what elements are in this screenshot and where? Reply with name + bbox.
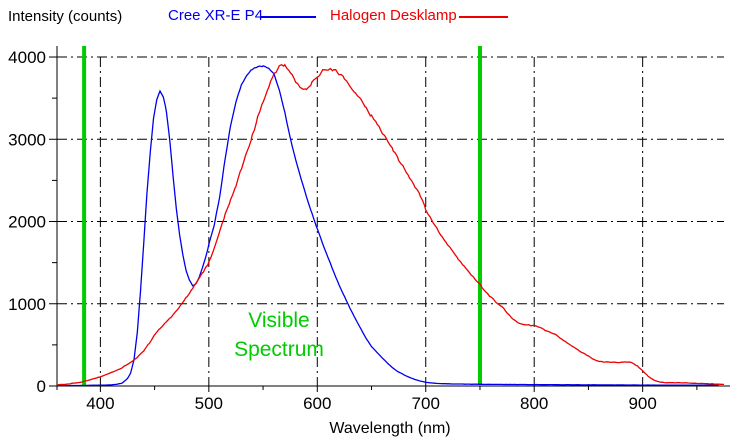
- y-tick-label: 1000: [8, 295, 46, 314]
- legend-label-halogen-desklamp: Halogen Desklamp: [330, 7, 457, 24]
- series-halogen-desklamp: [56, 63, 724, 386]
- x-tick-label: 600: [303, 394, 331, 413]
- x-tick-label: 400: [86, 394, 114, 413]
- legend-line-sample-halogen-icon: [459, 16, 508, 18]
- y-tick-label: 3000: [8, 130, 46, 149]
- series-cree-xr-e-p4: [57, 65, 719, 387]
- x-tick-label: 900: [628, 394, 656, 413]
- legend-line-sample-cree-icon: [261, 16, 316, 18]
- y-tick-label: 2000: [8, 213, 46, 232]
- y-tick-label: 0: [37, 377, 46, 396]
- legend-label-cree-xr-e-p4: Cree XR-E P4: [168, 7, 264, 24]
- x-tick-label: 800: [520, 394, 548, 413]
- visible-spectrum-annotation-line1: Visible: [248, 309, 310, 332]
- x-axis-label: Wavelength (nm): [329, 420, 451, 437]
- visible-spectrum-annotation-line2: Spectrum: [234, 338, 324, 361]
- visible-spectrum-annotation: Visible Spectrum: [200, 306, 358, 364]
- x-tick-label: 700: [412, 394, 440, 413]
- y-tick-label: 4000: [8, 48, 46, 67]
- y-axis-title: Intensity (counts): [8, 8, 123, 25]
- x-tick-label: 500: [195, 394, 223, 413]
